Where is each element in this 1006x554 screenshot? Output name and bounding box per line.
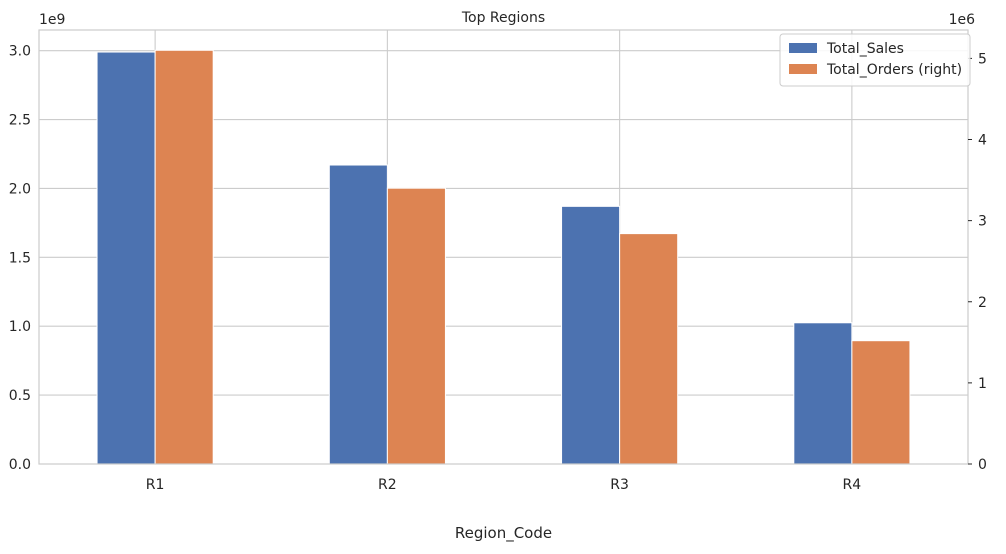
x-axis-label: Region_Code: [455, 524, 552, 543]
left-y-tick-label: 1.5: [9, 250, 31, 266]
x-tick-label: R4: [843, 477, 862, 493]
bar-total-orders-right-r2: [386, 187, 446, 465]
right-y-tick-label: 3: [978, 214, 987, 230]
legend-label: Total_Sales: [826, 41, 904, 57]
right-y-tick-label: 1: [978, 376, 987, 392]
left-axis-offset-label: 1e9: [39, 12, 65, 28]
x-tick-label: R2: [378, 477, 397, 493]
left-y-axis: 0.0 0.5 1.0 1.5 2.0 2.5 3.0: [9, 44, 31, 473]
right-y-tick-label: 5: [978, 51, 987, 67]
right-y-axis: 0 1 2 3 4 5: [968, 51, 987, 473]
plot-frame: [38, 29, 969, 465]
legend-label: Total_Orders (right): [826, 62, 962, 78]
legend-swatch: [789, 43, 817, 53]
bar-total-sales-r4: [793, 322, 853, 465]
bar-total-sales-r2: [328, 164, 388, 465]
bar-total-orders-right-r1: [154, 49, 214, 465]
left-y-tick-label: 2.0: [9, 181, 31, 197]
legend: Total_Sales Total_Orders (right): [779, 33, 971, 87]
left-y-tick-label: 0.0: [9, 457, 31, 473]
bar-total-sales-r1: [96, 51, 156, 465]
bar-total-sales-r3: [561, 205, 621, 465]
chart-title: Top Regions: [461, 10, 545, 26]
left-y-tick-label: 3.0: [9, 44, 31, 60]
legend-swatch: [789, 64, 817, 74]
left-y-tick-label: 1.0: [9, 319, 31, 335]
legend-box: [779, 33, 971, 87]
bar-total-orders-right-r4: [851, 340, 911, 465]
x-tick-label: R1: [146, 477, 165, 493]
right-y-tick-label: 4: [978, 133, 987, 149]
right-axis-offset-label: 1e6: [949, 12, 976, 28]
x-tick-label: R3: [610, 477, 629, 493]
right-y-tick-label: 2: [978, 295, 987, 311]
right-y-tick-label: 0: [978, 457, 987, 473]
left-y-tick-label: 2.5: [9, 113, 31, 129]
x-axis: R1 R2 R3 R4: [146, 477, 861, 493]
bar-total-orders-right-r3: [619, 233, 679, 465]
left-y-tick-label: 0.5: [9, 388, 31, 404]
bars: [96, 49, 911, 465]
